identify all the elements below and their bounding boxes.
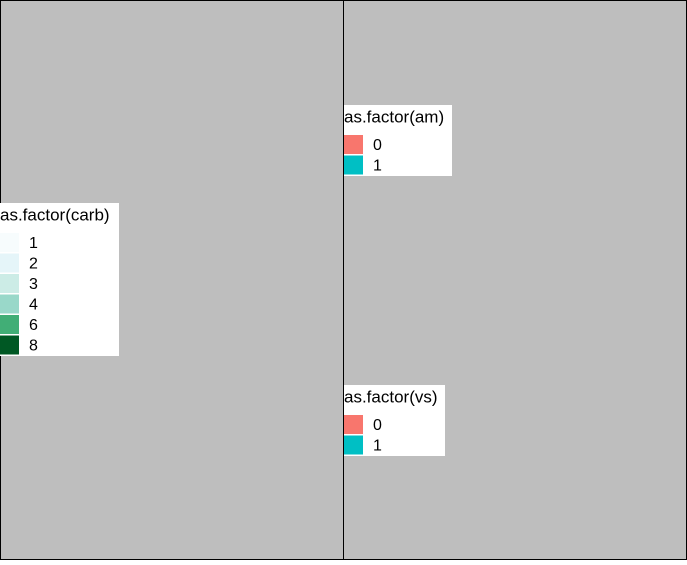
legend-label: 8 [29,338,38,355]
legend-key [0,315,19,334]
legend-key [344,435,363,455]
legend-title: as.factor(vs) [344,387,438,406]
legend-label: 1 [373,158,382,175]
legend-label: 3 [29,276,38,293]
legend-box [0,203,119,356]
legend-label: 0 [373,417,382,434]
legend-key [0,335,19,355]
legend-label: 1 [29,235,38,252]
legend-key [0,233,19,252]
legend-key [0,294,19,314]
legend-key [0,274,19,293]
legend-label: 2 [29,256,38,273]
legend-label: 4 [29,297,38,314]
legend-label: 6 [29,317,38,334]
legend-key [344,415,363,434]
legend-label: 0 [373,137,382,154]
legend-key [0,253,19,273]
legend-key [344,135,363,154]
legend-label: 1 [373,438,382,455]
legend-title: as.factor(carb) [0,205,110,224]
legend-title: as.factor(am) [344,107,444,126]
legend-key [344,155,363,175]
